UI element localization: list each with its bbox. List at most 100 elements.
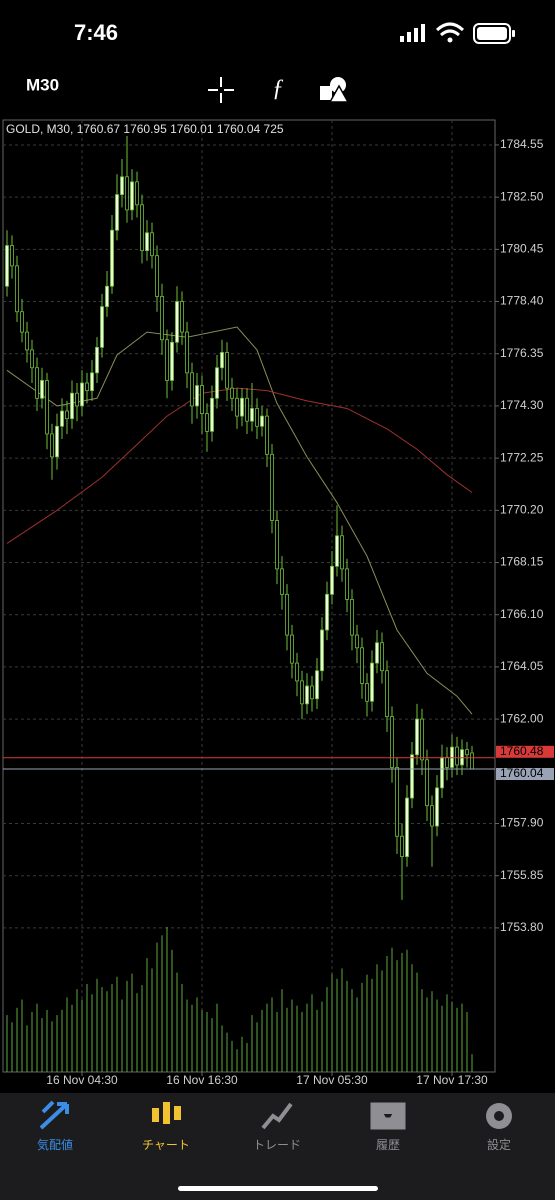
candle-body (130, 181, 134, 211)
volume-bar (26, 1025, 28, 1072)
volume-bar (316, 1009, 318, 1072)
candle-body (465, 749, 469, 756)
volume-bar (36, 1003, 38, 1072)
timeframe-button[interactable]: M30 (26, 75, 59, 94)
volume-bar (31, 1011, 33, 1072)
tab-label[interactable]: チャート (142, 1138, 190, 1152)
volume-bar (236, 1049, 238, 1072)
volume-bar (456, 1007, 458, 1072)
volume-bar (131, 973, 133, 1072)
volume-bar (91, 994, 93, 1072)
candle-body (170, 341, 174, 381)
volume-bar (101, 987, 103, 1072)
candle-body (105, 285, 109, 308)
candle-body (220, 352, 224, 369)
tab-icon[interactable] (152, 1102, 181, 1124)
tab-icon[interactable] (261, 1102, 293, 1130)
volume-bar (466, 1011, 468, 1072)
tab-icon[interactable] (486, 1103, 512, 1129)
volume-bar (111, 983, 113, 1072)
volume-bar (221, 1025, 223, 1072)
volume-bar (331, 973, 333, 1072)
volume-bar (346, 980, 348, 1072)
y-tick-label: 1753.80 (500, 920, 544, 934)
candle-body (350, 599, 354, 636)
candle-body (95, 346, 99, 374)
volume-bar (126, 980, 128, 1072)
volume-bar (301, 1011, 303, 1072)
volume-bar (241, 1036, 243, 1072)
tab-icon[interactable] (39, 1100, 69, 1130)
volume-bar (376, 964, 378, 1072)
volume-bar (46, 1009, 48, 1072)
crosshair-button[interactable] (208, 77, 234, 103)
candle-body (455, 746, 459, 766)
candle-body (90, 372, 94, 392)
x-tick-label: 16 Nov 04:30 (46, 1073, 118, 1087)
volume-bar (11, 1022, 13, 1072)
candle-body (330, 565, 334, 595)
candle-body (325, 593, 329, 631)
candle-body (460, 749, 464, 766)
candle-body (215, 367, 219, 399)
candle-body (210, 397, 214, 432)
status-time: 7:46 (74, 20, 118, 45)
candle-body (440, 756, 444, 789)
volume-bar (191, 1004, 193, 1072)
price-tag (496, 745, 554, 758)
objects-button[interactable] (320, 77, 350, 103)
candle-body (75, 392, 79, 407)
candle-body (25, 331, 29, 351)
candle-body (40, 380, 44, 399)
volume-bar (386, 956, 388, 1072)
volume-bar (81, 999, 83, 1072)
volume-bar (61, 1009, 63, 1072)
volume-bar (296, 1005, 298, 1072)
candle-body (315, 670, 319, 700)
candle-body (405, 797, 409, 857)
candle-body (70, 392, 74, 420)
candle-body (280, 568, 284, 595)
volume-bar (21, 999, 23, 1072)
candle-body (205, 413, 209, 432)
tab-label[interactable]: 履歴 (376, 1138, 400, 1152)
volume-bar (381, 970, 383, 1072)
candle-body (175, 301, 179, 343)
candle-body (370, 662, 374, 702)
candle-body (200, 385, 204, 414)
candle-body (60, 410, 64, 427)
y-tick-label: 1766.10 (500, 607, 544, 621)
indicators-button[interactable]: ƒ (272, 76, 284, 102)
candle-body (110, 229, 114, 287)
volume-bar (336, 978, 338, 1072)
candle-body (320, 629, 324, 672)
tab-label[interactable]: 設定 (487, 1137, 511, 1152)
volume-bar (141, 985, 143, 1072)
candle-body (365, 683, 369, 702)
volume-bar (341, 968, 343, 1072)
tab-label[interactable]: 気配値 (37, 1137, 73, 1152)
candle-body (340, 535, 344, 570)
y-tick-label: 1780.45 (500, 242, 544, 256)
y-tick-label: 1784.55 (500, 137, 544, 151)
volume-bar (41, 1018, 43, 1072)
candle-body (225, 352, 229, 389)
tab-icon[interactable] (370, 1102, 406, 1130)
volume-bar (56, 1015, 58, 1072)
volume-bar (436, 999, 438, 1072)
volume-bar (181, 983, 183, 1072)
tab-label[interactable]: トレード (253, 1138, 301, 1152)
candle-body (140, 204, 144, 252)
candle-body (295, 662, 299, 682)
volume-bar (161, 935, 163, 1072)
volume-bar (121, 999, 123, 1072)
price-tag (496, 768, 554, 781)
y-tick-label: 1774.30 (500, 398, 544, 412)
candle-body (100, 306, 104, 348)
volume-bar (451, 1001, 453, 1072)
volume-bar (441, 1005, 443, 1072)
volume-bar (396, 960, 398, 1072)
chart-title: GOLD, M30, 1760.67 1760.95 1760.01 1760.… (6, 122, 284, 136)
candle-body (195, 385, 199, 407)
